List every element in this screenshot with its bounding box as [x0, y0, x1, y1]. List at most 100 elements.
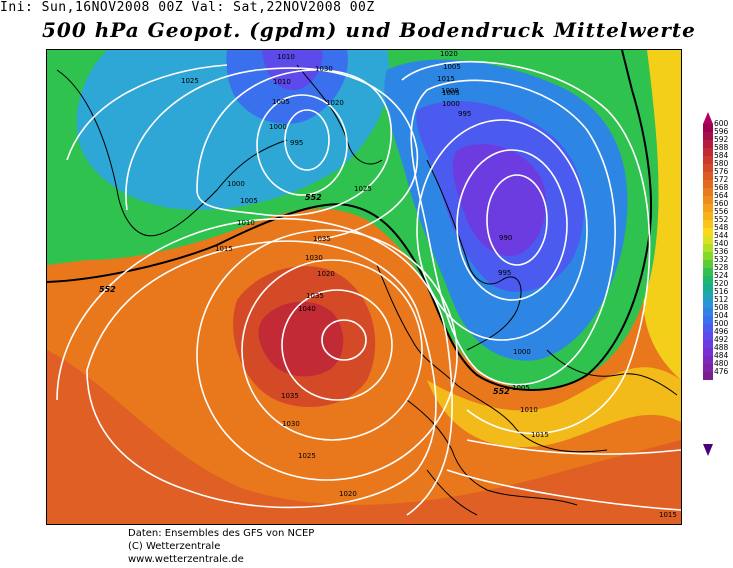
- legend-value-label: 600: [714, 119, 729, 128]
- isobar-label: 1015: [659, 511, 677, 519]
- isobar-label: 1035: [281, 392, 299, 400]
- legend-swatch: [703, 156, 713, 164]
- legend-value-label: 560: [714, 199, 729, 208]
- southern-warm-band: [47, 350, 681, 524]
- legend-value-label: 524: [714, 271, 729, 280]
- legend-bottom-arrow: [703, 444, 713, 456]
- isobar-label: 1020: [339, 490, 357, 498]
- legend-swatch: [703, 356, 713, 364]
- legend-value-label: 484: [714, 351, 729, 360]
- legend-value-label: 576: [714, 167, 729, 176]
- isobar-label: 995: [458, 110, 471, 118]
- legend-swatch: [703, 284, 713, 292]
- isobar-label: 1030: [282, 420, 300, 428]
- legend-swatch: [703, 300, 713, 308]
- contour-552-label-north: 552: [305, 193, 322, 202]
- isobar-label: 1025: [181, 77, 199, 85]
- data-source-text: Daten: Ensembles des GFS von NCEP: [128, 528, 315, 539]
- legend-swatch: [703, 148, 713, 156]
- legend-value-label: 552: [714, 215, 729, 224]
- isobar-label: 1010: [237, 219, 255, 227]
- isobar-label: 1000: [227, 180, 245, 188]
- credits-footer: Daten: Ensembles des GFS von NCEP (C) We…: [128, 527, 314, 566]
- isobar-label: 1015: [531, 431, 549, 439]
- isobar-label: 1005: [272, 98, 290, 106]
- isobar-label: 1000: [441, 87, 459, 95]
- legend-top-arrow: [703, 112, 713, 124]
- isobar-label: 1010: [273, 78, 291, 86]
- legend-swatch: [703, 292, 713, 300]
- isobar-label: 995: [290, 139, 303, 147]
- legend-swatch: [703, 276, 713, 284]
- map-title: 500 hPa Geopot. (gpdm) und Bodendruck Mi…: [42, 18, 696, 42]
- isobar-label: 1010: [520, 406, 538, 414]
- legend-value-label: 592: [714, 135, 729, 144]
- legend-value-label: 508: [714, 303, 729, 312]
- legend-swatch: [703, 212, 713, 220]
- contour-552-line: [47, 50, 652, 391]
- legend-swatch: [703, 228, 713, 236]
- isobar-label: 1040: [298, 305, 316, 313]
- legend-value-label: 536: [714, 247, 729, 256]
- isobar-label: 995: [498, 269, 511, 277]
- legend-swatch: [703, 124, 713, 132]
- legend-swatch: [703, 340, 713, 348]
- legend-value-label: 500: [714, 319, 729, 328]
- legend-swatch: [703, 164, 713, 172]
- legend-value-label: 476: [714, 367, 729, 376]
- legend-swatch: [703, 308, 713, 316]
- legend-value-label: 580: [714, 159, 729, 168]
- legend-swatch: [703, 132, 713, 140]
- legend-swatch: [703, 236, 713, 244]
- weather-map: 1025 1015 1010 1005 1000 995 1030 1020 1…: [46, 49, 682, 525]
- legend-value-label: 488: [714, 343, 729, 352]
- legend-swatch: [703, 324, 713, 332]
- isobar-label: 1000: [442, 100, 460, 108]
- isobar-label: 1000: [269, 123, 287, 131]
- legend-swatch: [703, 348, 713, 356]
- isobar-label: 990: [499, 234, 512, 242]
- legend-value-label: 516: [714, 287, 729, 296]
- website-link[interactable]: www.wetterzentrale.de: [128, 554, 244, 565]
- legend-value-label: 544: [714, 231, 729, 240]
- init-valid-header: Ini: Sun,16NOV2008 00Z Val: Sat,22NOV200…: [0, 0, 375, 15]
- legend-swatch: [703, 332, 713, 340]
- isobar-label: 1005: [442, 89, 460, 97]
- legend-swatch: [703, 220, 713, 228]
- ridge-high-inner: [258, 301, 344, 377]
- legend-swatch: [703, 172, 713, 180]
- legend-color-bar: [703, 124, 713, 380]
- legend-value-label: 596: [714, 127, 729, 136]
- legend-value-label: 588: [714, 143, 729, 152]
- legend-value-label: 568: [714, 183, 729, 192]
- isobar-label: 1020: [440, 50, 458, 58]
- legend-value-label: 540: [714, 239, 729, 248]
- color-scale-legend: 600 596 592 588 584 580 576 572 568 564 560 556 552 5…: [699, 112, 733, 462]
- legend-value-label: 572: [714, 175, 729, 184]
- isobar-label: 1005: [240, 197, 258, 205]
- legend-labels: 600 596 592 588 584 580 576 572 568 564 560 556 552 5…: [714, 120, 728, 376]
- isobar-label: 1005: [512, 384, 530, 392]
- legend-value-label: 496: [714, 327, 729, 336]
- contour-552-label-west: 552: [99, 285, 116, 294]
- legend-swatch: [703, 180, 713, 188]
- isobar-label: 1015: [437, 75, 455, 83]
- eastern-yellow-band: [607, 50, 681, 380]
- legend-value-label: 480: [714, 359, 729, 368]
- legend-swatch: [703, 316, 713, 324]
- legend-value-label: 532: [714, 255, 729, 264]
- isobar-label: 1010: [277, 53, 295, 61]
- isobar-label: 1030: [315, 65, 333, 73]
- isobar-label: 1035: [313, 235, 331, 243]
- isobar-label: 1020: [326, 99, 344, 107]
- contour-552-labels: 552 552 552: [99, 193, 510, 396]
- isobar-label: 1020: [317, 270, 335, 278]
- isobar-labels: 1025 1015 1010 1005 1000 995 1030 1020 1…: [181, 50, 677, 519]
- legend-value-label: 548: [714, 223, 729, 232]
- map-svg: 1025 1015 1010 1005 1000 995 1030 1020 1…: [47, 50, 681, 524]
- isobar-label: 1025: [298, 452, 316, 460]
- copyright-text: (C) Wetterzentrale: [128, 541, 221, 552]
- legend-swatch: [703, 372, 713, 380]
- legend-value-label: 492: [714, 335, 729, 344]
- isobar-label: 1035: [306, 292, 324, 300]
